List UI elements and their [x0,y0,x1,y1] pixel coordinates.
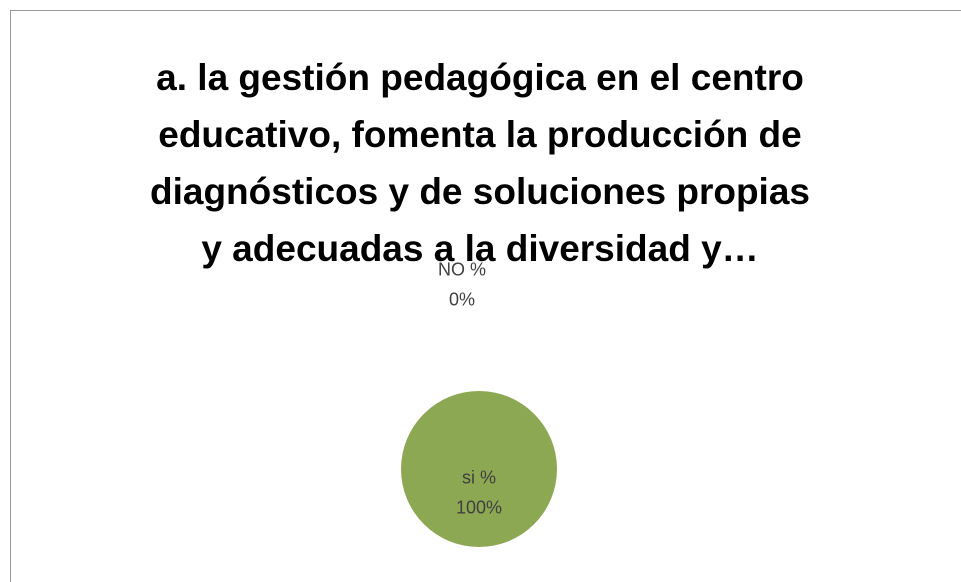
chart-title: educativo, fomenta la producción de [158,114,802,155]
data-label-value: 0% [449,289,475,309]
data-label-value: 100% [456,498,502,518]
data-label-category: si % [462,468,496,488]
data-label-category: NO % [438,259,486,279]
pie-slice [401,391,557,547]
chart-title: diagnósticos y de soluciones propias [150,171,810,212]
chart-title: a. la gestión pedagógica en el centro [156,57,804,98]
chart-title: y adecuadas a la diversidad y… [201,228,758,269]
